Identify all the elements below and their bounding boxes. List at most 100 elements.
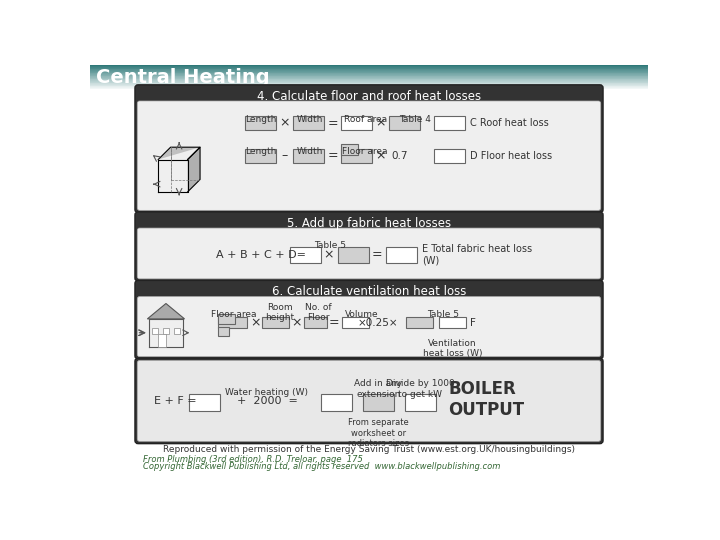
Text: Divide by 1000
to get kW: Divide by 1000 to get kW: [386, 379, 454, 399]
Bar: [434, 148, 465, 163]
Bar: [262, 318, 289, 328]
Bar: [90, 80, 648, 81]
Text: ×: ×: [323, 248, 334, 261]
Text: A + B + C + D=: A + B + C + D=: [215, 250, 305, 260]
FancyBboxPatch shape: [138, 228, 600, 279]
Bar: [438, 318, 466, 328]
Bar: [189, 394, 220, 410]
Polygon shape: [158, 147, 200, 159]
Text: =: =: [328, 117, 338, 130]
Text: Reproduced with permission of the Energy Saving Trust (www.est.org.UK/housingbui: Reproduced with permission of the Energy…: [163, 446, 575, 454]
Text: 6. Calculate ventilation heat loss: 6. Calculate ventilation heat loss: [272, 286, 466, 299]
Text: Table 5: Table 5: [427, 310, 459, 319]
Text: ×: ×: [375, 117, 386, 130]
Bar: [158, 334, 166, 347]
Text: 4. Calculate floor and roof heat losses: 4. Calculate floor and roof heat losses: [257, 90, 481, 103]
Bar: [290, 247, 321, 262]
Text: Roof area: Roof area: [343, 115, 387, 124]
Text: ×: ×: [292, 316, 302, 329]
Text: –: –: [282, 149, 288, 162]
Text: ×: ×: [375, 149, 386, 162]
Bar: [90, 69, 648, 70]
Bar: [90, 74, 648, 75]
Text: +  2000  =: + 2000 =: [238, 396, 298, 406]
FancyBboxPatch shape: [135, 212, 603, 281]
Bar: [90, 81, 648, 82]
Text: Central Heating: Central Heating: [96, 68, 270, 86]
Bar: [293, 117, 324, 130]
Bar: [321, 394, 352, 410]
Text: Length: Length: [245, 147, 276, 156]
Text: ×: ×: [279, 117, 289, 130]
Text: ×: ×: [250, 316, 261, 329]
Text: C Roof heat loss: C Roof heat loss: [469, 118, 549, 129]
Bar: [245, 148, 276, 163]
Polygon shape: [148, 303, 184, 319]
Bar: [90, 70, 648, 71]
Bar: [90, 67, 648, 68]
Text: F: F: [469, 318, 476, 328]
Bar: [406, 318, 433, 328]
Text: Copyright Blackwell Publishing Ltd, all rights reserved  www.blackwellpublishing: Copyright Blackwell Publishing Ltd, all …: [143, 462, 500, 471]
FancyBboxPatch shape: [138, 101, 600, 211]
Bar: [245, 117, 276, 130]
Bar: [90, 82, 648, 83]
Bar: [90, 79, 648, 80]
Bar: [405, 394, 436, 410]
Bar: [218, 318, 248, 328]
Bar: [342, 318, 369, 328]
Text: Floor area: Floor area: [211, 310, 256, 319]
Bar: [90, 86, 648, 87]
Text: Volume: Volume: [344, 310, 378, 319]
Text: Width: Width: [297, 147, 323, 156]
Bar: [90, 77, 648, 78]
Bar: [90, 75, 648, 76]
Text: From separate
worksheet or
radiators sizes: From separate worksheet or radiators siz…: [348, 418, 409, 448]
Text: From Plumbing (3rd edition), R.D. Treloar, page  175: From Plumbing (3rd edition), R.D. Treloa…: [143, 455, 363, 463]
Bar: [90, 71, 648, 72]
Bar: [90, 68, 648, 69]
Bar: [163, 328, 169, 334]
Text: BOILER
OUTPUT: BOILER OUTPUT: [448, 380, 524, 419]
Bar: [90, 78, 648, 79]
Bar: [90, 76, 648, 77]
Bar: [386, 247, 417, 262]
Text: 0.7: 0.7: [392, 151, 408, 161]
Text: No. of
Floor: No. of Floor: [305, 303, 332, 322]
Bar: [90, 89, 648, 90]
Bar: [338, 247, 369, 262]
Bar: [363, 394, 394, 410]
Bar: [90, 73, 648, 74]
FancyBboxPatch shape: [135, 280, 603, 359]
Bar: [90, 83, 648, 84]
Bar: [90, 65, 648, 66]
FancyBboxPatch shape: [138, 296, 600, 356]
Bar: [90, 72, 648, 73]
Text: E Total fabric heat loss
(W): E Total fabric heat loss (W): [422, 244, 532, 266]
Text: =: =: [328, 149, 338, 162]
Bar: [152, 328, 158, 334]
Polygon shape: [188, 147, 200, 192]
Bar: [218, 314, 235, 323]
Bar: [90, 88, 648, 89]
Bar: [293, 148, 324, 163]
FancyBboxPatch shape: [138, 361, 600, 441]
Text: Add in any
extension: Add in any extension: [354, 379, 402, 399]
Bar: [389, 117, 420, 130]
Text: E + F =: E + F =: [153, 396, 196, 406]
Bar: [90, 66, 648, 67]
Text: =: =: [329, 316, 339, 329]
Bar: [90, 87, 648, 88]
FancyBboxPatch shape: [135, 358, 603, 444]
Bar: [304, 318, 327, 328]
Text: Length: Length: [245, 115, 276, 124]
Text: D Floor heat loss: D Floor heat loss: [469, 151, 552, 161]
Bar: [90, 84, 648, 85]
Text: Table 5: Table 5: [314, 241, 346, 250]
Bar: [341, 144, 358, 155]
Bar: [341, 117, 372, 130]
Text: Ventilation
heat loss (W): Ventilation heat loss (W): [423, 339, 482, 359]
Text: Water heating (W): Water heating (W): [225, 388, 308, 396]
FancyBboxPatch shape: [135, 85, 603, 213]
Text: =: =: [372, 248, 382, 261]
